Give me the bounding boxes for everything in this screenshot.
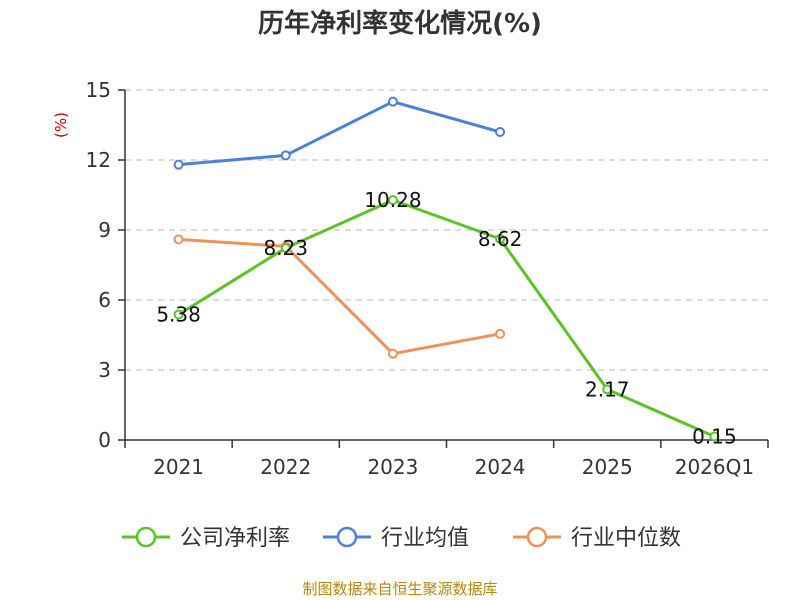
y-tick-label: 12	[86, 148, 111, 172]
data-point[interactable]	[495, 328, 506, 339]
axes: 0 3 6 9 12 15 2021 2022 2023 2024 2025 2026Q1	[86, 78, 769, 479]
data-point[interactable]	[280, 150, 291, 161]
data-point[interactable]	[709, 431, 720, 442]
legend-label[interactable]: 行业均值	[381, 526, 469, 551]
data-point[interactable]	[280, 242, 291, 253]
legend-label[interactable]: 行业中位数	[571, 526, 681, 551]
y-tick-label: 15	[86, 78, 111, 102]
y-axis-unit: (%)	[52, 112, 70, 138]
data-point[interactable]	[387, 96, 398, 107]
data-label: 8.23	[263, 236, 308, 260]
data-point[interactable]	[173, 234, 184, 245]
data-point[interactable]	[495, 127, 506, 137]
legend-marker-icon	[336, 526, 358, 548]
series-layer	[173, 96, 720, 442]
y-tick-label: 9	[98, 218, 111, 242]
data-label: 2.17	[585, 377, 630, 401]
x-tick-label: 2023	[367, 455, 418, 479]
legend[interactable]: 公司净利率 行业均值 行业中位数	[122, 526, 681, 551]
y-tick-label: 3	[98, 358, 111, 382]
y-tick-label: 6	[98, 288, 111, 312]
legend-label[interactable]: 公司净利率	[180, 526, 290, 551]
grid-lines	[125, 89, 768, 371]
x-tick-label: 2026Q1	[675, 455, 754, 479]
data-label: 10.28	[364, 188, 421, 212]
legend-marker-icon	[135, 526, 157, 548]
data-point[interactable]	[387, 195, 398, 206]
y-tick-label: 0	[98, 428, 111, 452]
x-tick-label: 2022	[260, 455, 311, 479]
data-point[interactable]	[173, 309, 184, 320]
data-labels: 5.38 8.23 10.28 8.62 2.17 0.15	[156, 188, 736, 448]
x-tick-label: 2025	[582, 455, 633, 479]
data-point[interactable]	[495, 233, 506, 244]
series-line-2	[178, 237, 501, 356]
series-line-1	[178, 100, 501, 167]
source-note: 制图数据来自恒生聚源数据库	[302, 580, 497, 598]
data-point[interactable]	[602, 384, 613, 395]
x-tick-label: 2024	[475, 455, 526, 479]
x-tick-label: 2021	[153, 455, 204, 479]
series-line-0	[177, 198, 716, 438]
data-point[interactable]	[173, 159, 184, 170]
legend-marker-icon	[526, 526, 548, 548]
data-label: 5.38	[156, 302, 201, 326]
data-label: 8.62	[478, 227, 523, 251]
data-point[interactable]	[387, 348, 398, 359]
data-label: 0.15	[692, 425, 737, 449]
chart-title: 历年净利率变化情况(%)	[258, 8, 542, 39]
